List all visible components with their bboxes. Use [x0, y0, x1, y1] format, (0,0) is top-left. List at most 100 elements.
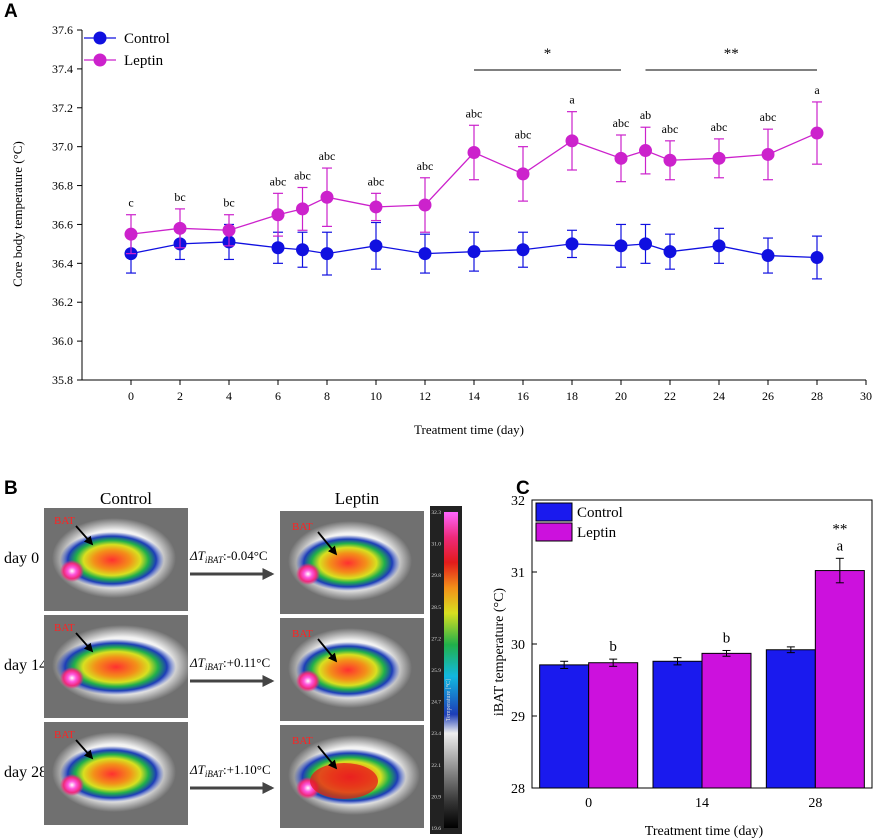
panel-c-xtick-label: 0 — [585, 796, 592, 811]
panel-a-point-leptin — [271, 208, 285, 222]
panel-c-bar-control — [652, 660, 703, 789]
bat-label: BAT — [54, 729, 75, 741]
panel-c-annotation: b — [609, 639, 617, 655]
panel-a-point-leptin — [320, 190, 334, 204]
delta-value: :-0.04°C — [223, 548, 268, 563]
scale-tick-label: 20.9 — [431, 794, 441, 800]
delta-symbol: ΔT — [189, 762, 206, 777]
bat-arrow — [75, 525, 94, 546]
thermal-hotspot — [60, 560, 84, 582]
panel-a-point-label: abc — [368, 174, 385, 188]
thermal-image — [280, 511, 424, 614]
panel-a-legend-marker — [93, 53, 107, 67]
panel-a-point-control — [663, 245, 677, 259]
panel-a-ytick-label: 37.6 — [52, 23, 73, 37]
panel-a-point-label: bc — [174, 190, 185, 204]
panel-a-xtick-label: 18 — [566, 389, 578, 403]
panel-a-ytick-label: 37.4 — [52, 62, 73, 76]
delta-temperature: ΔTiBAT:+1.10°C — [189, 762, 271, 779]
thermal-hotspot — [296, 563, 320, 585]
panel-a-line-chart: Core body temperature (°C) Treatment tim… — [10, 23, 872, 437]
panel-a-ytick-label: 37.0 — [52, 140, 73, 154]
panel-label-a: A — [4, 1, 18, 22]
delta-value: :+1.10°C — [223, 762, 271, 777]
scale-tick-label: 22.1 — [431, 763, 441, 769]
thermal-body — [60, 532, 164, 588]
panel-c-xlabel: Treatment time (day) — [645, 824, 764, 839]
panel-c-bar-leptin — [588, 662, 639, 789]
thermal-body — [296, 642, 400, 698]
panel-c-ytick-label: 32 — [511, 494, 525, 509]
panel-c-bar-leptin — [701, 652, 752, 789]
bat-label: BAT — [292, 521, 313, 533]
panel-a-point-control — [810, 251, 824, 264]
delta-subscript: iBAT — [205, 662, 224, 672]
panel-a-legend-marker — [93, 31, 107, 45]
panel-a-xtick-label: 28 — [811, 389, 823, 403]
delta-subscript: iBAT — [205, 555, 224, 565]
panel-c-annotation: a — [836, 538, 843, 554]
panel-c-legend-label: Control — [577, 505, 623, 521]
bat-arrow — [317, 531, 338, 556]
panel-c-bar-control — [765, 649, 816, 789]
panel-a-point-leptin — [761, 147, 775, 161]
panel-a-point-leptin — [124, 227, 138, 241]
scale-title: Temperature [°C] — [445, 679, 452, 721]
row-label: day 0 — [4, 550, 39, 567]
panel-a-point-label: abc — [466, 106, 483, 120]
bat-arrow — [75, 632, 94, 653]
bat-arrow — [75, 739, 94, 760]
panel-a-point-leptin — [614, 151, 628, 165]
thermal-body — [60, 746, 164, 802]
panel-a-point-leptin — [369, 200, 383, 214]
panel-c-bar-leptin — [814, 570, 865, 789]
panel-c-legend-swatch — [535, 522, 573, 542]
panel-a-point-control — [467, 245, 481, 259]
panel-a-xtick-label: 4 — [226, 389, 232, 403]
panel-label-c: C — [516, 478, 530, 499]
panel-label-b: B — [4, 478, 18, 499]
panel-a-point-label: abc — [711, 120, 728, 134]
panel-a-point-leptin — [663, 153, 677, 167]
panel-c-legend-label: Leptin — [577, 525, 617, 541]
thermal-hot-region — [310, 763, 378, 799]
panel-a-point-label: a — [814, 83, 820, 97]
scale-tick-label: 32.3 — [431, 510, 441, 516]
panel-a-ytick-label: 36.6 — [52, 217, 73, 231]
panel-a-point-leptin — [418, 198, 432, 212]
panel-a-point-leptin — [467, 146, 481, 159]
scale-tick-label: 27.2 — [431, 636, 441, 642]
panel-a-point-label: abc — [760, 110, 777, 124]
delta-temperature: ΔTiBAT:+0.11°C — [189, 655, 270, 672]
scale-gradient — [444, 512, 458, 828]
panel-a-point-label: ab — [640, 108, 651, 122]
panel-a-significance-mark: * — [544, 46, 552, 62]
thermal-body — [296, 535, 400, 591]
panel-c-ytick-label: 30 — [511, 638, 525, 653]
panel-a-point-control — [761, 249, 775, 263]
panel-a-ytick-label: 36.0 — [52, 334, 73, 348]
thermal-hotspot — [60, 774, 84, 796]
panel-a-xtick-label: 0 — [128, 389, 134, 403]
panel-c-xtick-label: 14 — [695, 796, 709, 811]
delta-symbol: ΔT — [189, 655, 206, 670]
bat-label: BAT — [54, 515, 75, 527]
panel-c-annotation: b — [723, 630, 731, 646]
thermal-image — [44, 722, 188, 825]
panel-c-bar-control — [539, 664, 590, 789]
thermal-hotspot — [60, 667, 84, 689]
panel-c-ytick-label: 31 — [511, 566, 525, 581]
scale-tick-label: 19.6 — [431, 826, 441, 832]
panel-a-xtick-label: 26 — [762, 389, 774, 403]
panel-a-point-control — [271, 241, 285, 255]
thermal-hotspot — [296, 670, 320, 692]
delta-subscript: iBAT — [205, 769, 224, 779]
panel-a-point-control — [712, 239, 726, 253]
delta-temperature: ΔTiBAT:-0.04°C — [189, 548, 268, 565]
panel-a-xtick-label: 20 — [615, 389, 627, 403]
panel-a-point-label: bc — [223, 196, 234, 210]
scale-tick-label: 31.0 — [431, 542, 441, 548]
panel-a-ytick-label: 35.8 — [52, 373, 73, 387]
panel-a-point-control — [320, 247, 334, 261]
panel-a-legend-label: Leptin — [124, 53, 164, 69]
